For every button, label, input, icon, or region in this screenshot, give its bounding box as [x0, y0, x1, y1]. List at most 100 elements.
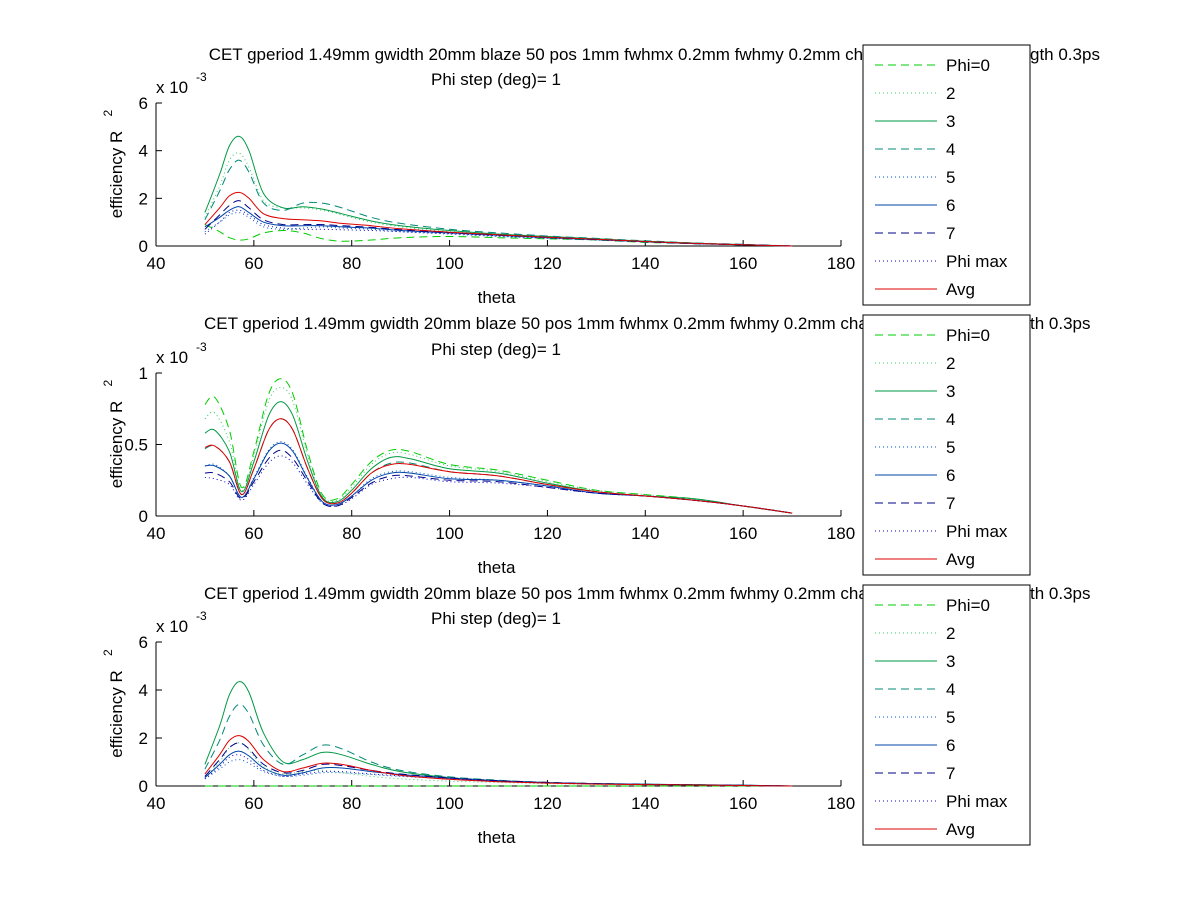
y-tick-label: 0 — [139, 507, 148, 526]
x-tick-label: 100 — [435, 524, 463, 543]
series-line-2 — [204, 386, 793, 514]
legend-label: 2 — [946, 624, 955, 643]
y-tick-label: 2 — [139, 189, 148, 208]
series-line-7 — [204, 742, 793, 787]
x-tick-label: 120 — [533, 524, 561, 543]
series-line-2 — [204, 152, 793, 247]
series-group — [204, 681, 793, 787]
x-axis-label: theta — [478, 558, 516, 577]
legend-label: 6 — [946, 196, 955, 215]
x-tick-label: 60 — [244, 794, 263, 813]
y-tick-label: 1 — [139, 364, 148, 383]
axis-multiplier: x 10 — [156, 617, 188, 636]
legend-label: Phi max — [946, 522, 1008, 541]
series-line-4 — [204, 703, 793, 787]
legend-label: 7 — [946, 224, 955, 243]
y-axis-label: efficiency R — [107, 401, 126, 489]
axis-multiplier-exponent: -3 — [196, 609, 207, 623]
x-axis-label: theta — [478, 288, 516, 307]
chart-title: CET gperiod 1.49mm gwidth 20mm blaze 50 … — [209, 45, 912, 64]
y-tick-label: 6 — [139, 633, 148, 652]
legend-label: 4 — [946, 680, 955, 699]
legend-label: 2 — [946, 84, 955, 103]
series-line-5 — [204, 759, 793, 787]
y-tick-label: 0 — [139, 777, 148, 796]
legend-label: 7 — [946, 764, 955, 783]
x-tick-label: 120 — [533, 254, 561, 273]
legend-label: Phi max — [946, 252, 1008, 271]
x-tick-label: 140 — [631, 794, 659, 813]
legend-label: Phi=0 — [946, 326, 990, 345]
y-axis-label-group: efficiency R 2 — [101, 110, 126, 219]
x-tick-label: 160 — [729, 254, 757, 273]
legend-3: Phi=0 2 3 4 5 6 7 Phi max Avg — [862, 584, 1031, 846]
series-line-3 — [204, 135, 793, 247]
y-axis-label-exponent: 2 — [101, 380, 115, 387]
legend-label: Phi max — [946, 792, 1008, 811]
axis-multiplier: x 10 — [156, 78, 188, 97]
x-tick-label: 100 — [435, 794, 463, 813]
x-tick-label: 80 — [342, 254, 361, 273]
series-line-8 — [204, 209, 793, 247]
series-line-6 — [204, 442, 793, 514]
series-line-9 — [204, 735, 793, 787]
axis-multiplier: x 10 — [156, 348, 188, 367]
chart-panel-1: CET gperiod 1.49mm gwidth 20mm blaze 50 … — [101, 45, 911, 307]
x-tick-label: 40 — [147, 254, 166, 273]
chart-title: CET gperiod 1.49mm gwidth 20mm blaze 50 … — [204, 584, 916, 603]
x-tick-label: 120 — [533, 794, 561, 813]
legend-label: 5 — [946, 438, 955, 457]
y-tick-label: 4 — [139, 142, 148, 161]
y-axis-label: efficiency R — [107, 131, 126, 219]
x-tick-label: 160 — [729, 524, 757, 543]
legend-1: Phi=0 2 3 4 5 6 7 Phi max Avg — [862, 44, 1031, 306]
series-line-3 — [204, 401, 793, 514]
series-line-7 — [204, 449, 793, 514]
series-line-6 — [204, 206, 793, 247]
x-tick-label: 180 — [827, 794, 855, 813]
x-axis-label: theta — [478, 828, 516, 847]
legend-label: 5 — [946, 168, 955, 187]
axis-multiplier-exponent: -3 — [196, 340, 207, 354]
legend-label: 6 — [946, 736, 955, 755]
x-tick-label: 60 — [244, 524, 263, 543]
series-line-9 — [204, 191, 793, 247]
legend-label: Avg — [946, 820, 975, 839]
y-axis-label-group: efficiency R 2 — [101, 649, 126, 758]
x-tick-label: 140 — [631, 524, 659, 543]
chart-title-tail: th 0.3ps — [1030, 584, 1091, 603]
series-line-5 — [204, 212, 793, 247]
series-group — [204, 378, 793, 514]
y-tick-label: 6 — [139, 94, 148, 113]
series-line-8 — [204, 455, 793, 514]
chart-title-tail: th 0.3ps — [1030, 314, 1091, 333]
x-tick-label: 180 — [827, 254, 855, 273]
chart-subtitle: Phi step (deg)= 1 — [431, 609, 561, 628]
x-tick-label: 80 — [342, 524, 361, 543]
legend-box — [862, 584, 1031, 846]
legend-label: Phi=0 — [946, 56, 990, 75]
y-tick-label: 2 — [139, 729, 148, 748]
legend-box — [862, 314, 1031, 576]
chart-subtitle: Phi step (deg)= 1 — [431, 340, 561, 359]
legend-label: 3 — [946, 652, 955, 671]
x-tick-label: 140 — [631, 254, 659, 273]
legend-label: 3 — [946, 382, 955, 401]
chart-subtitle: Phi step (deg)= 1 — [431, 70, 561, 89]
legend-box — [862, 44, 1031, 306]
chart-panel-2: CET gperiod 1.49mm gwidth 20mm blaze 50 … — [101, 314, 916, 577]
legend-label: 6 — [946, 466, 955, 485]
y-axis-label-group: efficiency R 2 — [101, 380, 126, 489]
legend-label: 7 — [946, 494, 955, 513]
legend-label: 2 — [946, 354, 955, 373]
x-tick-label: 80 — [342, 794, 361, 813]
series-group — [204, 135, 793, 247]
y-tick-label: 0 — [139, 237, 148, 256]
x-tick-label: 40 — [147, 794, 166, 813]
y-axis-label-exponent: 2 — [101, 110, 115, 117]
x-tick-label: 100 — [435, 254, 463, 273]
y-tick-label: 4 — [139, 681, 148, 700]
chart-panel-3: CET gperiod 1.49mm gwidth 20mm blaze 50 … — [101, 584, 916, 847]
legend-label: 5 — [946, 708, 955, 727]
